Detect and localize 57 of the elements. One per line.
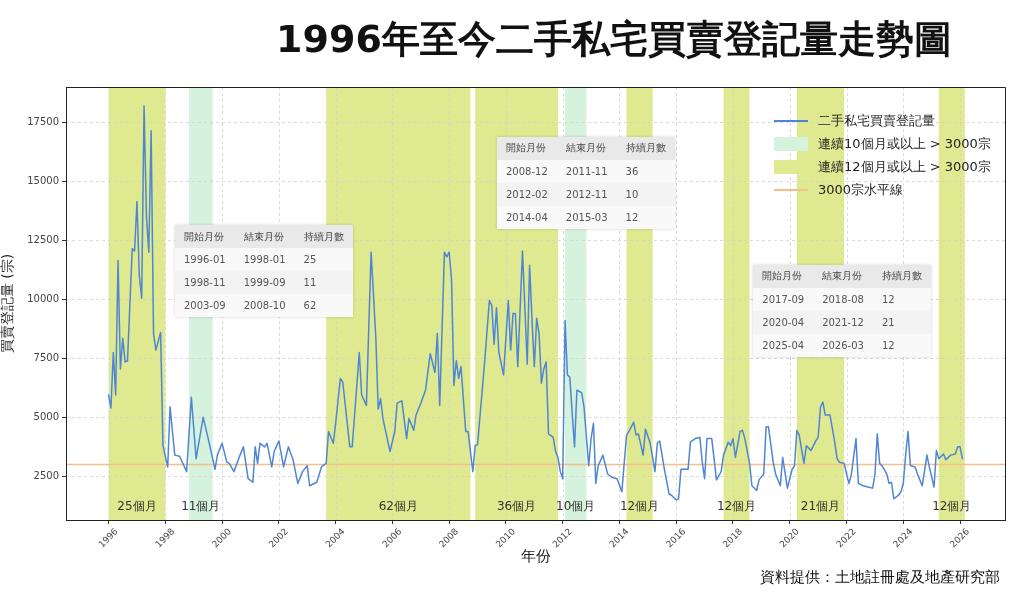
annotation: 2011-11 — [556, 159, 617, 183]
y-axis-title: 買賣登記量 (宗) — [0, 253, 16, 354]
annotation: 2026-03 — [813, 333, 873, 357]
y-tick-label: 17500 — [27, 115, 59, 127]
annotation: 2020-04 — [753, 310, 814, 334]
annotation: 1996-01 — [174, 248, 235, 272]
annotation: 開始月份 — [497, 136, 557, 160]
band-label: 11個月 — [181, 499, 221, 514]
annotation: 1999-09 — [234, 271, 295, 295]
annotation: 結束月份 — [234, 225, 295, 249]
annotation: 開始月份 — [753, 264, 814, 288]
annotation: 2017-09 — [753, 287, 814, 311]
annotation: 持續月數 — [872, 264, 931, 288]
band-label: 25個月 — [117, 499, 157, 514]
annotation: 21 — [872, 310, 931, 334]
band-label: 10個月 — [556, 499, 596, 514]
annotation: 結束月份 — [556, 136, 617, 160]
annotation: 25 — [294, 248, 353, 272]
annotation: 2015-03 — [556, 205, 617, 229]
annotation: 2012-02 — [497, 182, 557, 206]
y-tick-label: 7500 — [33, 351, 59, 363]
annotation: 36 — [616, 159, 675, 183]
annotation: 12 — [872, 333, 931, 357]
annotation: 結束月份 — [813, 264, 873, 288]
y-tick-label: 5000 — [33, 410, 59, 422]
annotation: 2003-09 — [174, 294, 235, 318]
annotation: 1998-01 — [234, 248, 295, 272]
annotation: 2012-11 — [556, 182, 617, 206]
annotation: 10 — [616, 182, 675, 206]
annotation: 連續12個月或以上 > 3000宗 — [818, 157, 991, 176]
annotation: 62 — [294, 294, 353, 318]
annotation: 2018-08 — [813, 287, 873, 311]
y-tick-label: 10000 — [27, 292, 59, 304]
annotation: 2025-04 — [753, 333, 814, 357]
annotation: 開始月份 — [174, 225, 235, 249]
legend-label: 3000宗水平線 — [818, 180, 904, 199]
band-label: 62個月 — [378, 499, 418, 514]
annotation: 1998-11 — [174, 271, 235, 295]
annotation: 2008-10 — [234, 294, 295, 318]
annotation: 2008-12 — [497, 159, 557, 183]
text: 資料提供：土地註冊處及地產研究部 — [760, 568, 1000, 587]
annotation: 連續10個月或以上 > 3000宗 — [818, 134, 991, 153]
annotation: 2021-12 — [813, 310, 873, 334]
chart-title: 1996年至今二手私宅買賣登記量走勢圖 — [275, 16, 953, 63]
annotation: 12 — [616, 205, 675, 229]
y-tick-label: 12500 — [27, 233, 59, 245]
annotation: 持續月數 — [616, 136, 675, 160]
band-label: 21個月 — [800, 499, 841, 514]
annotation: 2014-04 — [497, 205, 557, 229]
band-label: 36個月 — [496, 499, 537, 514]
annotation: 12 — [872, 287, 931, 311]
x-axis-title: 年份 — [520, 546, 551, 565]
annotation: 持續月數 — [294, 225, 353, 249]
legend-label: 二手私宅買賣登記量 — [818, 111, 935, 130]
y-tick-label: 2500 — [33, 469, 59, 481]
annotation: 11 — [294, 271, 353, 295]
y-tick-label: 15000 — [27, 174, 59, 186]
